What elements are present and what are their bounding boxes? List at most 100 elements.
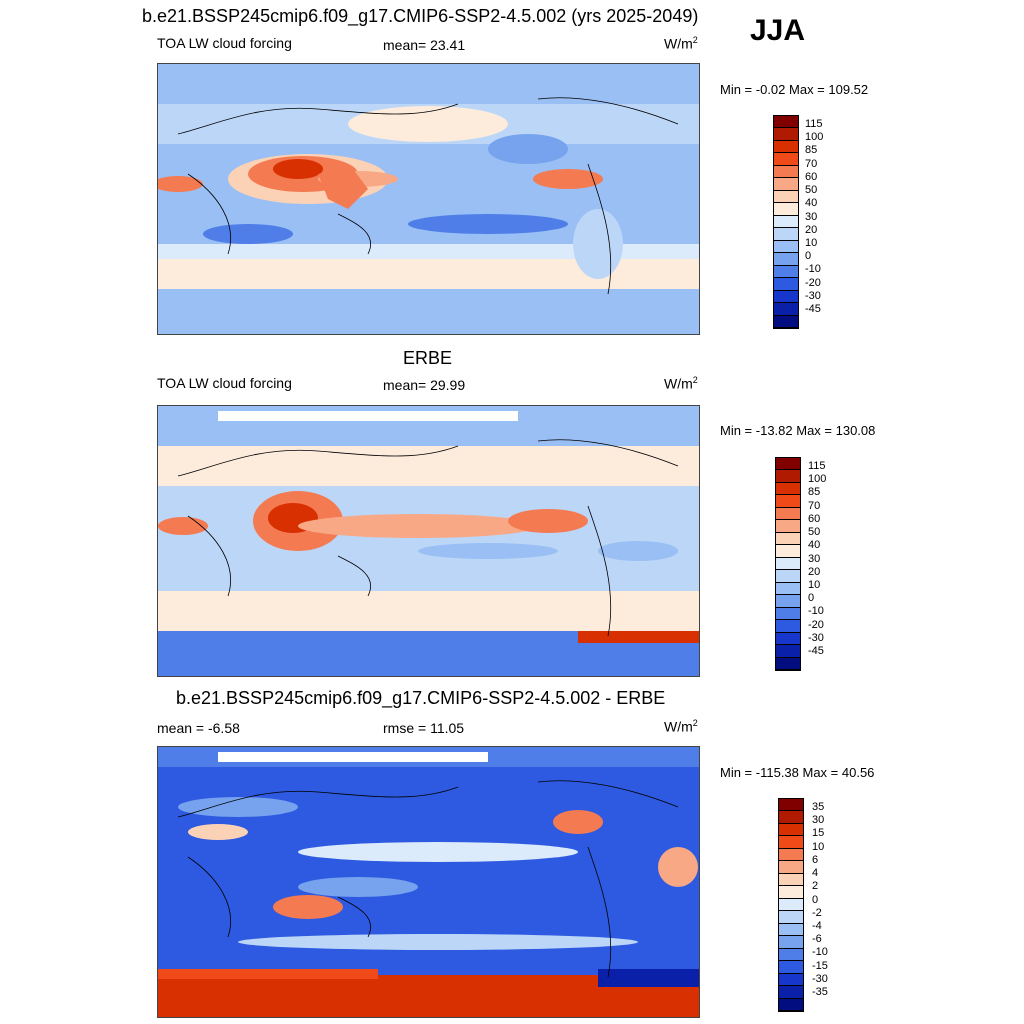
colorbar-tick-label: -2 — [812, 906, 822, 919]
colorbar-tick-label: 30 — [808, 552, 821, 565]
panel2-minmax: Min = -13.82 Max = 130.08 — [720, 423, 876, 438]
colorbar-tick-label: 50 — [805, 184, 818, 197]
colorbar-tick-label: 20 — [808, 565, 821, 578]
colorbar-tick-label: -10 — [812, 946, 828, 959]
colorbar-tick-label: 40 — [805, 197, 818, 210]
colorbar-tick-label: 0 — [812, 893, 819, 906]
colorbar-swatch — [774, 165, 798, 179]
colorbar-swatch — [776, 657, 800, 670]
colorbar-tick-label: 30 — [812, 814, 825, 827]
colorbar-swatch — [774, 153, 798, 166]
colorbar-swatch — [776, 582, 800, 596]
colorbar-swatch — [776, 570, 800, 583]
colorbar-tick-label: 115 — [808, 460, 826, 472]
colorbar-swatch — [774, 278, 798, 291]
colorbar-tick-label: 2 — [812, 880, 819, 893]
panel2-mean-label: mean= 29.99 — [383, 377, 466, 393]
colorbar-tick-label: -10 — [808, 605, 824, 618]
colorbar-tick-label: 100 — [805, 131, 824, 144]
colorbar-tick-label: 20 — [805, 223, 818, 236]
colorbar-tick-label: 10 — [805, 236, 818, 249]
colorbar-swatch — [776, 495, 800, 508]
panel1-map — [157, 63, 700, 335]
panel1-variable-label: TOA LW cloud forcing — [157, 35, 292, 51]
panel3-colorbar — [778, 798, 804, 1012]
colorbar-swatch — [776, 507, 800, 521]
colorbar-tick-label: 70 — [808, 499, 821, 512]
colorbar-swatch — [774, 190, 798, 204]
colorbar-swatch — [774, 178, 798, 191]
colorbar-tick-label: 10 — [812, 840, 825, 853]
colorbar-swatch — [779, 948, 803, 962]
colorbar-swatch — [774, 265, 798, 279]
panel2-map — [157, 405, 700, 677]
panel3-title: b.e21.BSSP245cmip6.f09_g17.CMIP6-SSP2-4.… — [176, 688, 666, 708]
colorbar-swatch — [779, 936, 803, 949]
panel3-minmax: Min = -115.38 Max = 40.56 — [720, 765, 875, 780]
colorbar-swatch — [779, 848, 803, 862]
panel1-title: b.e21.BSSP245cmip6.f09_g17.CMIP6-SSP2-4.… — [142, 6, 699, 26]
colorbar-swatch — [774, 116, 798, 129]
panel1-units: W/m2 — [664, 35, 698, 52]
panel2-colorbar — [775, 457, 801, 671]
colorbar-tick-label: 60 — [808, 512, 821, 525]
colorbar-swatch — [779, 973, 803, 987]
colorbar-tick-label: 70 — [805, 157, 818, 170]
colorbar-swatch — [776, 595, 800, 608]
colorbar-tick-label: -45 — [808, 645, 824, 658]
colorbar-tick-label: -35 — [812, 986, 828, 999]
colorbar-swatch — [776, 557, 800, 571]
colorbar-tick-label: -30 — [805, 289, 821, 302]
panel1-mean-label: mean= 23.41 — [383, 37, 466, 53]
panel3-mean-label: mean = -6.58 — [157, 720, 240, 736]
colorbar-swatch — [779, 986, 803, 999]
colorbar-swatch — [774, 228, 798, 241]
colorbar-tick-label: 4 — [812, 867, 819, 880]
colorbar-tick-label: -30 — [812, 972, 828, 985]
colorbar-swatch — [774, 290, 798, 304]
colorbar-swatch — [779, 873, 803, 887]
colorbar-swatch — [776, 645, 800, 658]
colorbar-swatch — [774, 315, 798, 328]
colorbar-tick-label: 40 — [808, 539, 821, 552]
colorbar-tick-label: 60 — [805, 170, 818, 183]
colorbar-swatch — [776, 607, 800, 621]
colorbar-swatch — [776, 470, 800, 483]
colorbar-tick-label: 10 — [808, 578, 821, 591]
panel1-colorbar — [773, 115, 799, 329]
panel1-minmax: Min = -0.02 Max = 109.52 — [720, 82, 869, 97]
colorbar-swatch — [779, 823, 803, 837]
colorbar-swatch — [774, 240, 798, 254]
colorbar-swatch — [774, 215, 798, 229]
colorbar-tick-label: 15 — [812, 827, 825, 840]
colorbar-swatch — [779, 811, 803, 824]
colorbar-tick-label: -20 — [805, 276, 821, 289]
colorbar-swatch — [776, 482, 800, 496]
colorbar-swatch — [779, 961, 803, 974]
colorbar-swatch — [776, 545, 800, 558]
colorbar-tick-label: 30 — [805, 210, 818, 223]
colorbar-swatch — [774, 140, 798, 154]
colorbar-tick-label: 85 — [808, 486, 821, 499]
panel3-map — [157, 746, 700, 1018]
colorbar-tick-label: -20 — [808, 618, 824, 631]
colorbar-swatch — [779, 898, 803, 912]
panel2-title: ERBE — [403, 348, 453, 368]
colorbar-tick-label: 0 — [808, 592, 815, 605]
colorbar-tick-label: -10 — [805, 263, 821, 276]
panel3-rmse-label: rmse = 11.05 — [383, 720, 465, 736]
colorbar-tick-label: -15 — [812, 959, 828, 972]
colorbar-swatch — [774, 253, 798, 266]
season-label: JJA — [750, 14, 806, 47]
colorbar-swatch — [779, 799, 803, 812]
colorbar-swatch — [779, 861, 803, 874]
colorbar-swatch — [776, 620, 800, 633]
colorbar-swatch — [774, 128, 798, 141]
colorbar-swatch — [779, 998, 803, 1011]
panel2-variable-label: TOA LW cloud forcing — [157, 375, 292, 391]
colorbar-tick-label: -30 — [808, 631, 824, 644]
colorbar-tick-label: 50 — [808, 526, 821, 539]
colorbar-swatch — [779, 886, 803, 899]
panel2-units: W/m2 — [664, 375, 698, 392]
colorbar-swatch — [774, 303, 798, 316]
